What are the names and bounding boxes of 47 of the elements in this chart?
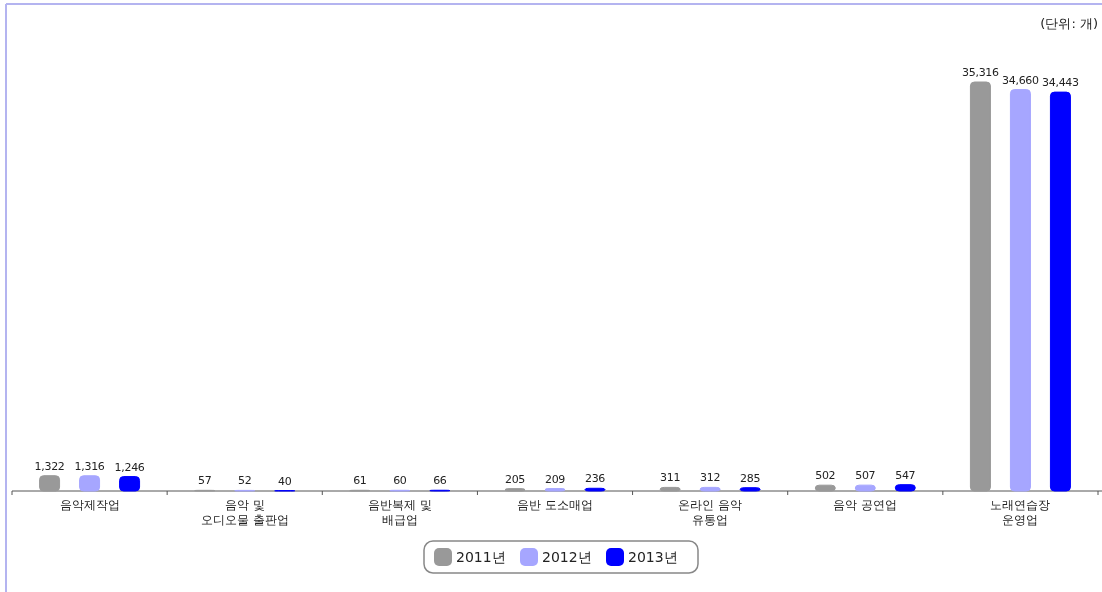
data-label: 60 <box>393 474 407 488</box>
legend-label: 2013년 <box>628 549 678 565</box>
data-label: 66 <box>433 474 447 488</box>
x-tick-label: 음악 및 오디오물 출판업 <box>200 498 289 527</box>
data-label: 205 <box>504 472 526 486</box>
bar <box>699 486 721 492</box>
x-tick-label: 음반 도소매업 <box>517 498 593 512</box>
bar <box>814 484 836 492</box>
x-tick-label: 음반복제 및 배급업 <box>367 498 432 527</box>
bar <box>854 484 876 492</box>
data-label: 1,322 <box>34 459 65 473</box>
bar <box>739 487 761 492</box>
data-label: 1,246 <box>114 460 145 474</box>
data-label: 502 <box>815 469 836 483</box>
legend-label: 2012년 <box>542 549 592 565</box>
data-label: 285 <box>740 471 761 485</box>
bar <box>584 487 606 492</box>
data-label: 312 <box>700 471 721 485</box>
data-label: 40 <box>278 474 292 488</box>
data-label: 507 <box>855 469 876 483</box>
data-label: 57 <box>198 474 212 488</box>
bar <box>504 488 526 492</box>
data-label: 236 <box>584 472 606 486</box>
bar <box>1049 91 1071 492</box>
data-label: 34,660 <box>1002 73 1040 87</box>
x-tick-label: 음악제작업 <box>59 498 120 512</box>
legend-label: 2011년 <box>456 549 506 565</box>
data-label: 547 <box>895 468 916 482</box>
data-label: 311 <box>660 471 681 485</box>
x-tick-label: 온라인 음악 유통업 <box>678 498 743 527</box>
text: (단위: 개) <box>1040 16 1098 31</box>
x-tick-label: 음악 공연업 <box>833 498 898 512</box>
data-label: 35,316 <box>962 66 1000 79</box>
bar <box>79 475 101 492</box>
data-label: 61 <box>353 474 367 488</box>
bar <box>39 475 61 492</box>
bar <box>119 476 141 492</box>
data-label: 1,316 <box>74 459 105 473</box>
bar <box>544 488 566 492</box>
data-label: 34,443 <box>1042 76 1080 90</box>
x-tick-label: 노래연습장 운영업 <box>990 498 1051 527</box>
bar <box>1009 89 1031 492</box>
bar <box>894 484 916 492</box>
data-label: 52 <box>238 474 252 488</box>
bar <box>659 486 681 492</box>
bar <box>969 81 991 492</box>
data-label: 209 <box>544 472 566 486</box>
